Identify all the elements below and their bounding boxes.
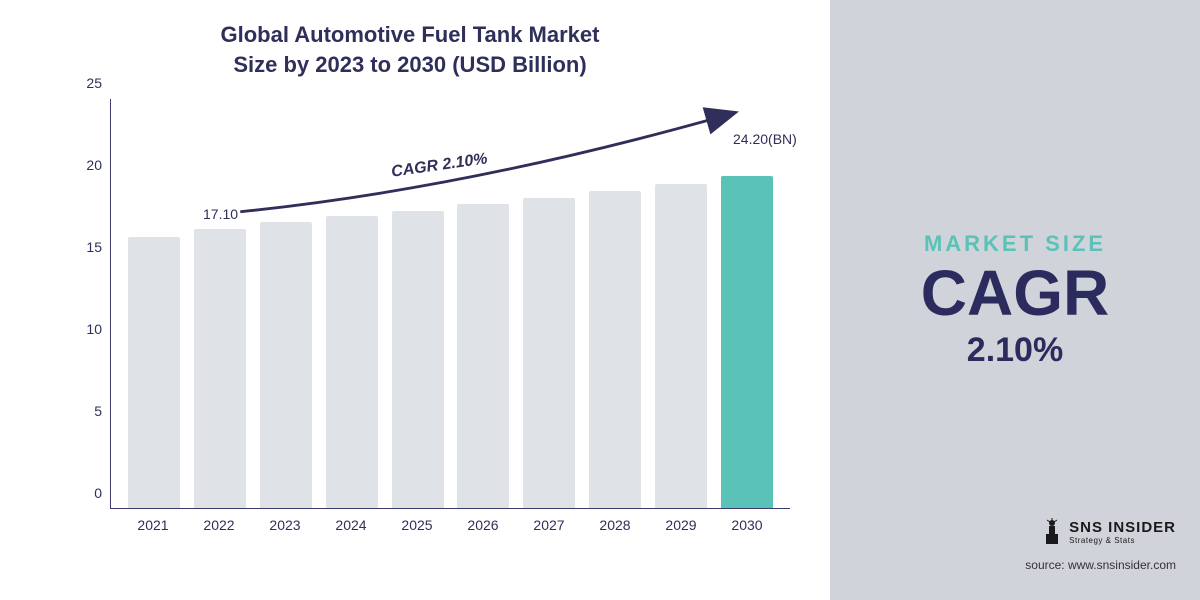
bar	[128, 237, 180, 509]
x-tick-label: 2022	[193, 511, 245, 539]
x-axis-labels: 2021 2022 2023 2024 2025 2026 2027 2028 2029 2030	[110, 511, 790, 539]
y-tick: 20	[86, 157, 102, 173]
x-tick-label: 2023	[259, 511, 311, 539]
x-tick-label: 2028	[589, 511, 641, 539]
brand-icon	[1043, 518, 1061, 546]
title-line-1: Global Automotive Fuel Tank Market	[10, 20, 810, 50]
bar	[457, 204, 509, 508]
source-text: source: www.snsinsider.com	[1025, 558, 1176, 572]
bar	[392, 211, 444, 509]
bar	[326, 216, 378, 509]
value-label-2030: 24.20(BN)	[733, 131, 797, 147]
x-tick-label: 2029	[655, 511, 707, 539]
chart-title: Global Automotive Fuel Tank Market Size …	[10, 20, 810, 79]
side-panel: MARKET SIZE CAGR 2.10% SNS INSIDER Strat…	[830, 0, 1200, 600]
brand-text: SNS INSIDER Strategy & Stats	[1069, 519, 1176, 545]
y-tick: 15	[86, 239, 102, 255]
chart-panel: Global Automotive Fuel Tank Market Size …	[0, 0, 830, 600]
cagr-big-label: CAGR	[921, 261, 1109, 325]
x-tick-label: 2021	[127, 511, 179, 539]
y-tick: 0	[94, 485, 102, 501]
brand-name: SNS INSIDER	[1069, 519, 1176, 536]
market-size-label: MARKET SIZE	[924, 231, 1106, 257]
value-label-2022: 17.10	[203, 206, 238, 222]
x-tick-label: 2026	[457, 511, 509, 539]
bar	[589, 191, 641, 508]
page-wrap: Global Automotive Fuel Tank Market Size …	[0, 0, 1200, 600]
x-tick-label: 2027	[523, 511, 575, 539]
bar	[194, 229, 246, 509]
y-axis: 0510152025	[70, 99, 110, 509]
x-tick-label: 2025	[391, 511, 443, 539]
cagr-percent: 2.10%	[967, 331, 1063, 370]
chart-box: 0 5 10 15 2025 CAGR 2.10% 17.10 24.20(BN) 20…	[70, 99, 790, 539]
title-line-2: Size by 2023 to 2030 (USD Billion)	[10, 50, 810, 80]
y-tick: 10	[86, 321, 102, 337]
y-tick: 25	[86, 75, 102, 91]
bar	[260, 222, 312, 508]
plot-area: CAGR 2.10% 17.10 24.20(BN)	[110, 99, 790, 509]
bar	[523, 198, 575, 509]
bar	[655, 184, 707, 508]
brand-tagline: Strategy & Stats	[1069, 536, 1176, 545]
bar	[721, 176, 773, 508]
x-tick-label: 2024	[325, 511, 377, 539]
x-tick-label: 2030	[721, 511, 773, 539]
brand-block: SNS INSIDER Strategy & Stats	[1043, 518, 1176, 546]
y-tick: 5	[94, 403, 102, 419]
